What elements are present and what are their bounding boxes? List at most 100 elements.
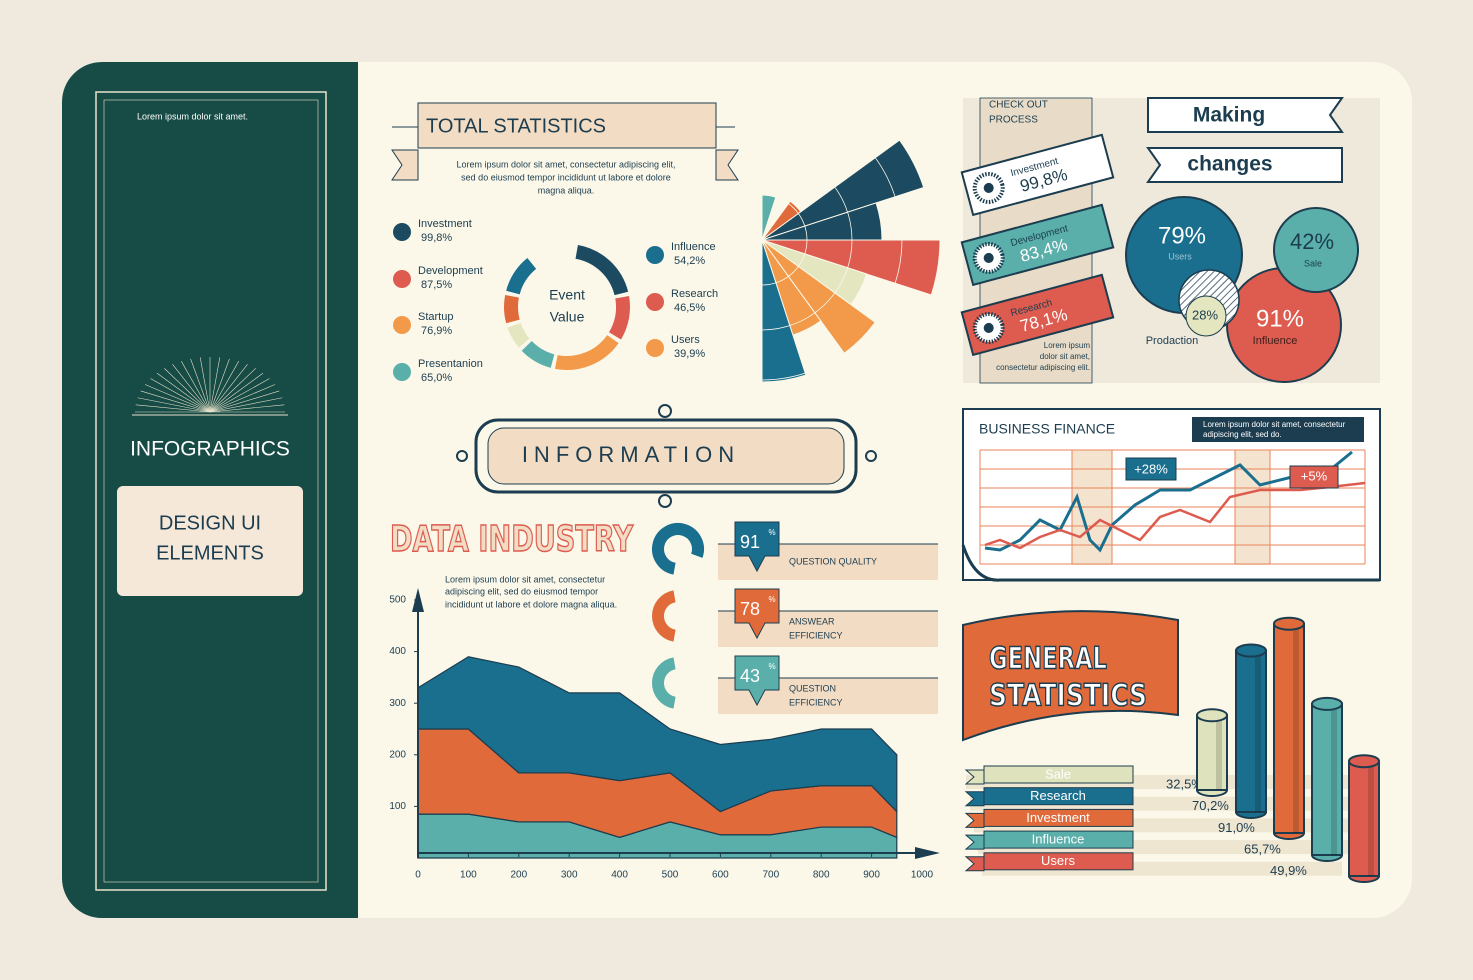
cylinder-top [1235, 643, 1267, 658]
item-value: 54,2% [674, 255, 705, 267]
x-tick-label: 700 [762, 870, 779, 881]
legend-dot [393, 270, 411, 288]
sidebar-frame [103, 99, 319, 883]
item-label: Investment [418, 218, 472, 230]
donut-text: Value [550, 309, 585, 325]
rose-diagram [761, 99, 941, 383]
sidebar-button[interactable] [117, 486, 303, 596]
area [417, 656, 898, 814]
cylinder [1311, 702, 1343, 857]
step-icon [983, 252, 994, 263]
cylinder-shade [1293, 623, 1299, 833]
cylinder-top [1196, 708, 1228, 723]
gauge-value: 91 [740, 532, 760, 552]
gauge-label: QUESTION [789, 683, 836, 693]
chart-title: DATA INDUSTRY [390, 519, 634, 560]
panel-title: BUSINESS FINANCE [979, 421, 1115, 437]
ray [150, 378, 211, 413]
item-label: Users [671, 334, 700, 346]
stat-items: Investment 99,8% Development 87,5% Startup 76… [393, 218, 718, 384]
circle-value: 28% [1192, 307, 1218, 322]
gauge-unit: % [768, 662, 775, 671]
ray [164, 368, 211, 413]
y-tick-label: 500 [389, 595, 406, 606]
body-text: Lorem ipsum dolor sit amet, consectetur [445, 574, 605, 584]
rose-ring [761, 194, 808, 286]
sidebar-note: Lorem ipsum dolor sit amet. [137, 111, 248, 121]
chart-title: STATISTICS [989, 679, 1147, 714]
category-label: Influence [1032, 832, 1085, 847]
annotation: +28% [1134, 461, 1168, 476]
cylinder-top [1348, 754, 1380, 769]
row-ribbon [983, 852, 1134, 871]
ray [172, 364, 211, 413]
axis-arrow [915, 847, 940, 859]
row-tail [964, 791, 985, 807]
value-label: 91,0% [1218, 820, 1255, 835]
button-text: DESIGN UI [159, 512, 261, 534]
gauge-arc [652, 523, 704, 575]
body-text: sed do eiusmod tempor incididunt ut labo… [461, 172, 671, 182]
chart-title: GENERAL [989, 642, 1107, 677]
annotation-box [1125, 457, 1177, 481]
item-value: 99,8% [421, 232, 452, 244]
body-text: incididunt ut labore et dolore magna ali… [445, 599, 617, 609]
ray [135, 404, 211, 413]
item-label: Research [671, 288, 718, 300]
ray [137, 397, 211, 413]
x-tick-label: 100 [460, 870, 477, 881]
legend-dot [393, 363, 411, 381]
ribbon-end [715, 149, 739, 181]
frame [474, 418, 858, 494]
gauge-box [734, 588, 780, 640]
gauge-label: ANSWEAR [789, 616, 835, 626]
item-label: Startup [418, 311, 453, 323]
ray [209, 390, 280, 413]
ray [209, 397, 283, 413]
cylinder-top [1273, 616, 1305, 631]
x-tick-label: 400 [611, 870, 628, 881]
circle-label: Influence [1253, 335, 1298, 347]
donut-segment [507, 322, 530, 348]
cylinder [1348, 760, 1380, 877]
ray [209, 372, 264, 413]
category-label: Investment [1026, 810, 1090, 825]
gauge-box [734, 521, 780, 573]
gauge-value: 43 [740, 666, 760, 686]
body-text: magna aliqua. [538, 185, 595, 195]
gauge-value: 78 [740, 599, 760, 619]
row-ribbon [983, 808, 1134, 827]
sunburst [135, 357, 285, 413]
item-value: 39,9% [674, 348, 705, 360]
gauge-label: QUESTION QUALITY [789, 556, 877, 566]
cylinder-shade [1368, 761, 1374, 876]
cylinder-shade [1331, 703, 1337, 855]
gauge-label: EFFICIENCY [789, 697, 843, 707]
ray [209, 364, 248, 413]
legend-dot [393, 223, 411, 241]
button-text: ELEMENTS [156, 542, 264, 564]
finance-line [984, 481, 1366, 550]
row-ribbon [983, 830, 1134, 849]
ray [181, 361, 211, 413]
step-icon [983, 182, 994, 193]
x-tick-label: 1000 [911, 870, 934, 881]
section-title: TOTAL STATISTICS [426, 115, 606, 137]
sidebar-frame [95, 91, 327, 891]
row-tail [964, 856, 985, 872]
ray [209, 361, 239, 413]
item-value: 76,9% [421, 325, 452, 337]
rose-wedge [761, 139, 925, 241]
donut-segment [504, 294, 520, 324]
cylinder [1196, 714, 1228, 791]
ray [156, 372, 211, 413]
category-label: Sale [1045, 766, 1071, 781]
section-title: INFORMATION [522, 442, 740, 467]
area-chart: 100 200 300 400 500 0 100 200 300 400 500 600 700 800… [389, 588, 940, 881]
cylinder-shade [1255, 650, 1261, 812]
donut-text: Event [549, 287, 585, 303]
x-tick-label: 800 [813, 870, 830, 881]
x-tick-label: 200 [510, 870, 527, 881]
